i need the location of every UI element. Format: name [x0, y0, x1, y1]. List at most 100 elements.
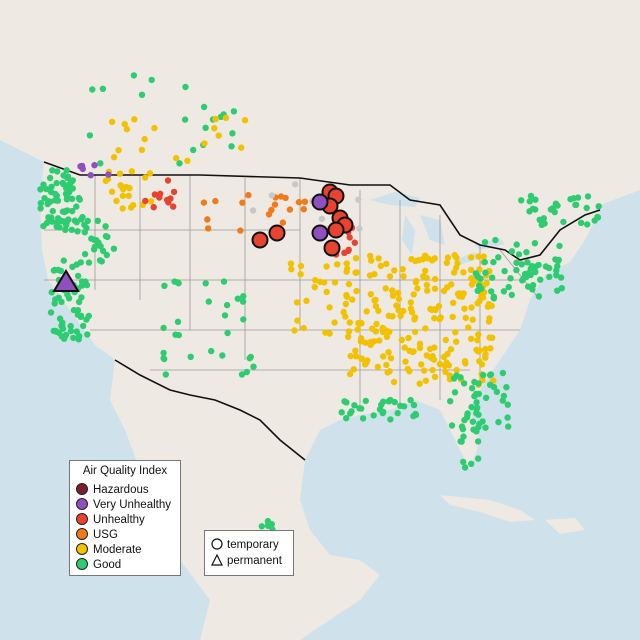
monitor-site — [378, 401, 385, 408]
monitor-site — [80, 322, 87, 330]
monitor-site — [297, 271, 304, 278]
monitor-site — [401, 344, 408, 351]
monitor-site — [49, 207, 56, 215]
monitor-site — [535, 261, 542, 269]
monitor-site — [76, 332, 83, 340]
monitor-site — [474, 300, 481, 307]
very-unhealthy-swatch — [76, 498, 88, 510]
monitor-site — [584, 221, 591, 228]
monitor-site — [292, 181, 299, 188]
monitor-site — [161, 282, 168, 289]
monitor-site — [202, 124, 209, 131]
monitor-site — [220, 278, 228, 285]
very-unhealthy-site — [311, 224, 329, 242]
monitor-site — [110, 154, 118, 161]
monitor-site — [462, 360, 469, 367]
monitor-site — [380, 353, 387, 360]
monitor-site — [123, 126, 131, 133]
monitor-site — [460, 269, 467, 276]
monitor-site — [399, 266, 406, 273]
monitor-site — [115, 147, 122, 154]
monitor-site — [128, 168, 135, 175]
legend-label: temporary — [227, 539, 279, 551]
monitor-site — [493, 388, 501, 396]
monitor-site — [395, 306, 402, 314]
monitor-site — [200, 199, 208, 206]
monitor-site — [478, 361, 486, 368]
monitor-type-legend: temporary permanent — [204, 530, 294, 576]
monitor-site — [326, 304, 333, 311]
monitor-site — [469, 418, 477, 425]
monitor-site — [238, 144, 245, 151]
monitor-site — [457, 438, 464, 445]
canada-landmass — [0, 0, 640, 260]
monitor-site — [431, 275, 439, 283]
monitor-site — [94, 217, 102, 224]
monitor-site — [343, 260, 350, 267]
monitor-site — [288, 266, 295, 273]
monitor-site — [448, 422, 456, 429]
monitor-site — [108, 188, 116, 195]
monitor-site — [481, 258, 488, 266]
monitor-site — [457, 374, 464, 381]
monitor-site — [228, 143, 235, 150]
monitor-site — [73, 203, 80, 210]
monitor-site — [470, 278, 477, 285]
monitor-site — [460, 458, 467, 466]
monitor-site — [62, 221, 70, 229]
monitor-site — [473, 399, 480, 406]
monitor-site — [151, 124, 158, 132]
very-unhealthy-site — [311, 193, 329, 211]
monitor-site — [499, 397, 506, 404]
monitor-site — [467, 335, 475, 342]
monitor-site — [79, 165, 87, 173]
monitor-site — [121, 120, 128, 128]
monitor-site — [475, 331, 482, 338]
monitor-site — [119, 186, 127, 193]
monitor-site — [436, 360, 444, 368]
monitor-site — [70, 334, 77, 342]
monitor-site — [407, 305, 415, 312]
monitor-site — [461, 305, 468, 312]
monitor-site — [338, 409, 345, 416]
monitor-site — [410, 291, 417, 298]
legend-label: USG — [93, 529, 118, 541]
monitor-site — [501, 267, 508, 275]
monitor-site — [131, 116, 138, 123]
monitor-site — [74, 228, 81, 235]
monitor-site — [99, 85, 107, 93]
monitor-site — [461, 464, 469, 471]
monitor-site — [300, 324, 307, 332]
monitor-site — [481, 239, 489, 246]
monitor-site — [343, 399, 350, 406]
monitor-site — [453, 366, 460, 374]
monitor-site — [389, 287, 396, 294]
monitor-site — [113, 197, 120, 205]
monitor-site — [86, 132, 94, 139]
monitor-site — [410, 401, 418, 409]
monitor-site — [352, 353, 360, 360]
monitor-site — [142, 197, 149, 205]
monitor-site — [423, 352, 430, 359]
monitor-site — [358, 355, 365, 362]
monitor-site — [387, 416, 394, 423]
monitor-site — [386, 368, 393, 375]
monitor-site — [91, 162, 98, 169]
monitor-site — [300, 206, 307, 213]
monitor-site — [354, 326, 361, 333]
monitor-site — [468, 304, 475, 311]
monitor-site — [147, 198, 155, 205]
monitor-site — [518, 197, 525, 204]
monitor-site — [444, 254, 452, 261]
monitor-site — [212, 197, 219, 205]
monitor-site — [63, 167, 70, 174]
monitor-site — [547, 206, 555, 213]
legend-label: Very Unhealthy — [93, 499, 171, 511]
cuba-island — [440, 495, 535, 522]
legend-label: Unhealthy — [93, 514, 145, 526]
us-national-border — [43, 161, 601, 461]
monitor-site — [222, 114, 230, 122]
monitor-site — [62, 207, 70, 215]
monitor-site — [64, 174, 71, 181]
monitor-site — [362, 397, 369, 405]
